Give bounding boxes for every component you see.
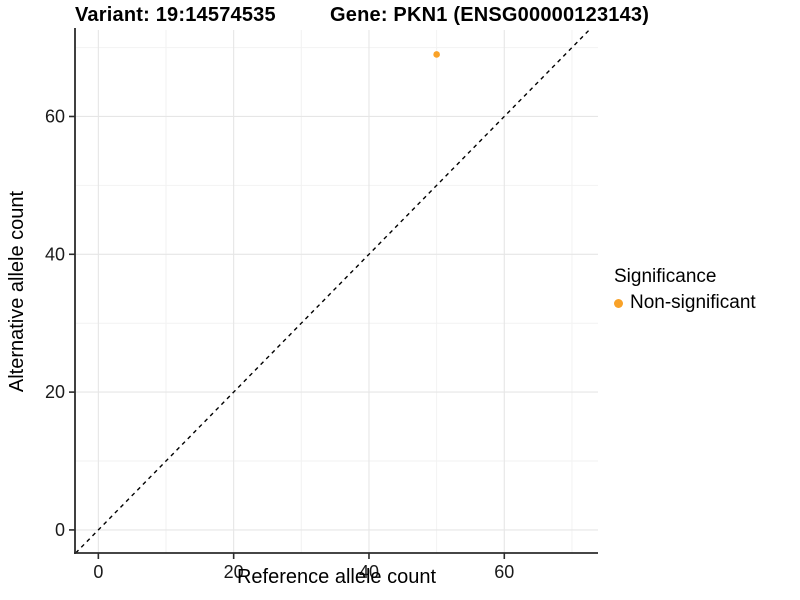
- legend-item-label: Non-significant: [630, 292, 756, 313]
- legend: Significance Non-significant: [614, 266, 756, 314]
- y-tick-label: 0: [55, 520, 65, 540]
- y-axis-label: Alternative allele count: [6, 190, 28, 393]
- plot-title-gene: Gene: PKN1 (ENSG00000123143): [330, 4, 650, 26]
- plot-title-variant: Variant: 19:14574535: [75, 4, 276, 26]
- identity-line: [75, 29, 590, 554]
- data-point: [433, 51, 440, 58]
- y-tick-label: 40: [45, 244, 65, 264]
- legend-dot-icon: [614, 298, 623, 308]
- x-tick-label: 40: [359, 562, 379, 582]
- y-tick-label: 20: [45, 382, 65, 402]
- legend-item-non-significant: Non-significant: [614, 292, 756, 314]
- x-tick-label: 0: [93, 562, 103, 582]
- y-tick-label: 60: [45, 106, 65, 126]
- legend-title: Significance: [614, 266, 717, 287]
- x-tick-label: 60: [494, 562, 514, 582]
- x-axis-label: Reference allele count: [236, 566, 436, 588]
- x-tick-label: 20: [224, 562, 244, 582]
